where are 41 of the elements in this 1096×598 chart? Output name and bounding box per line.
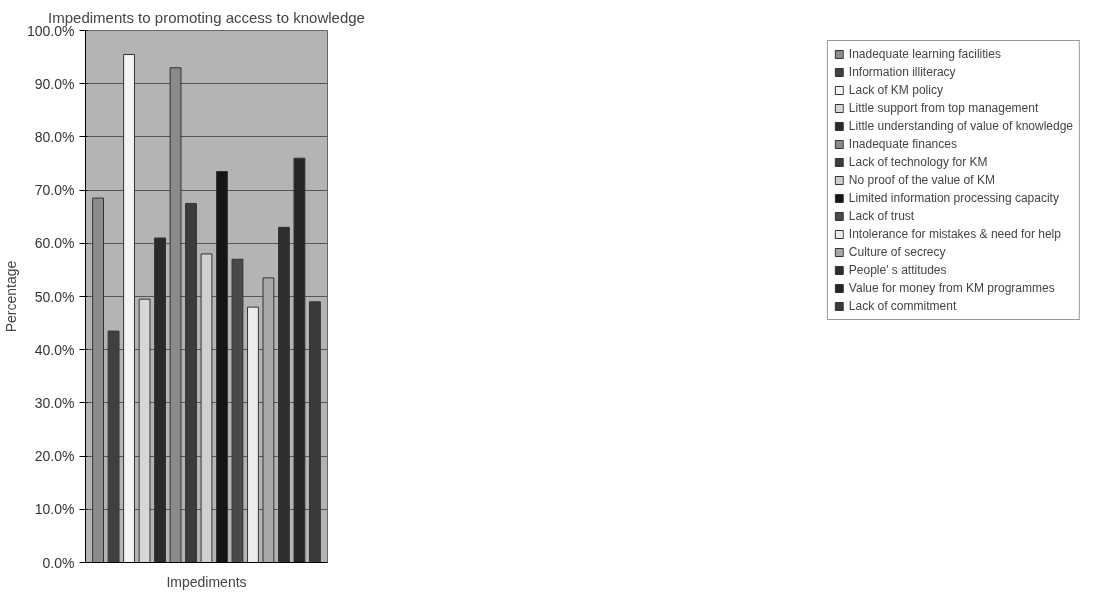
chart-title: Impediments to promoting access to knowledge (48, 8, 365, 26)
y-axis-title: Percentage (3, 260, 20, 333)
x-axis-title: Impediments (166, 573, 247, 590)
bar (123, 53, 135, 563)
legend-label: Lack of technology for KM (848, 155, 988, 169)
legend-label: Little understanding of value of knowledge (848, 119, 1073, 133)
y-tick-label: 0.0% (42, 554, 75, 571)
legend-label: Limited information processing capacity (848, 191, 1059, 205)
bar (92, 197, 104, 563)
bar (185, 202, 197, 563)
legend-label: Inadequate learning facilities (848, 47, 1001, 61)
y-tick-label: 30.0% (34, 394, 75, 411)
legend-label: Little support from top management (848, 101, 1039, 115)
y-tick-label: 90.0% (34, 75, 75, 92)
bar (200, 253, 213, 563)
bar (107, 330, 120, 563)
bar (138, 298, 151, 563)
bar (154, 237, 166, 563)
legend-label: Lack of trust (848, 209, 915, 223)
legend-label: Lack of KM policy (848, 83, 943, 97)
legend-label: Lack of commitment (848, 299, 957, 313)
y-tick-label: 20.0% (34, 448, 75, 465)
legend-label: Value for money from KM programmes (848, 281, 1055, 295)
legend-label: Intolerance for mistakes & need for help (848, 227, 1061, 241)
legend-label: No proof of the value of KM (848, 173, 995, 187)
y-tick-label: 60.0% (34, 235, 75, 252)
y-tick-label: 40.0% (34, 341, 75, 358)
bar (216, 170, 228, 563)
legend-label: Culture of secrecy (848, 245, 946, 259)
legend-label: People' s attitudes (848, 263, 947, 277)
y-tick-label: 80.0% (34, 128, 75, 145)
bar (278, 226, 290, 563)
y-tick-label: 50.0% (34, 288, 75, 305)
y-tick-label: 10.0% (34, 501, 75, 518)
y-tick-label: 70.0% (34, 182, 75, 199)
bar (309, 301, 321, 563)
legend-label: Inadequate finances (848, 137, 957, 151)
legend-label: Information illiteracy (848, 65, 956, 79)
bar (293, 157, 306, 563)
bar (169, 67, 182, 563)
bar (247, 306, 259, 563)
